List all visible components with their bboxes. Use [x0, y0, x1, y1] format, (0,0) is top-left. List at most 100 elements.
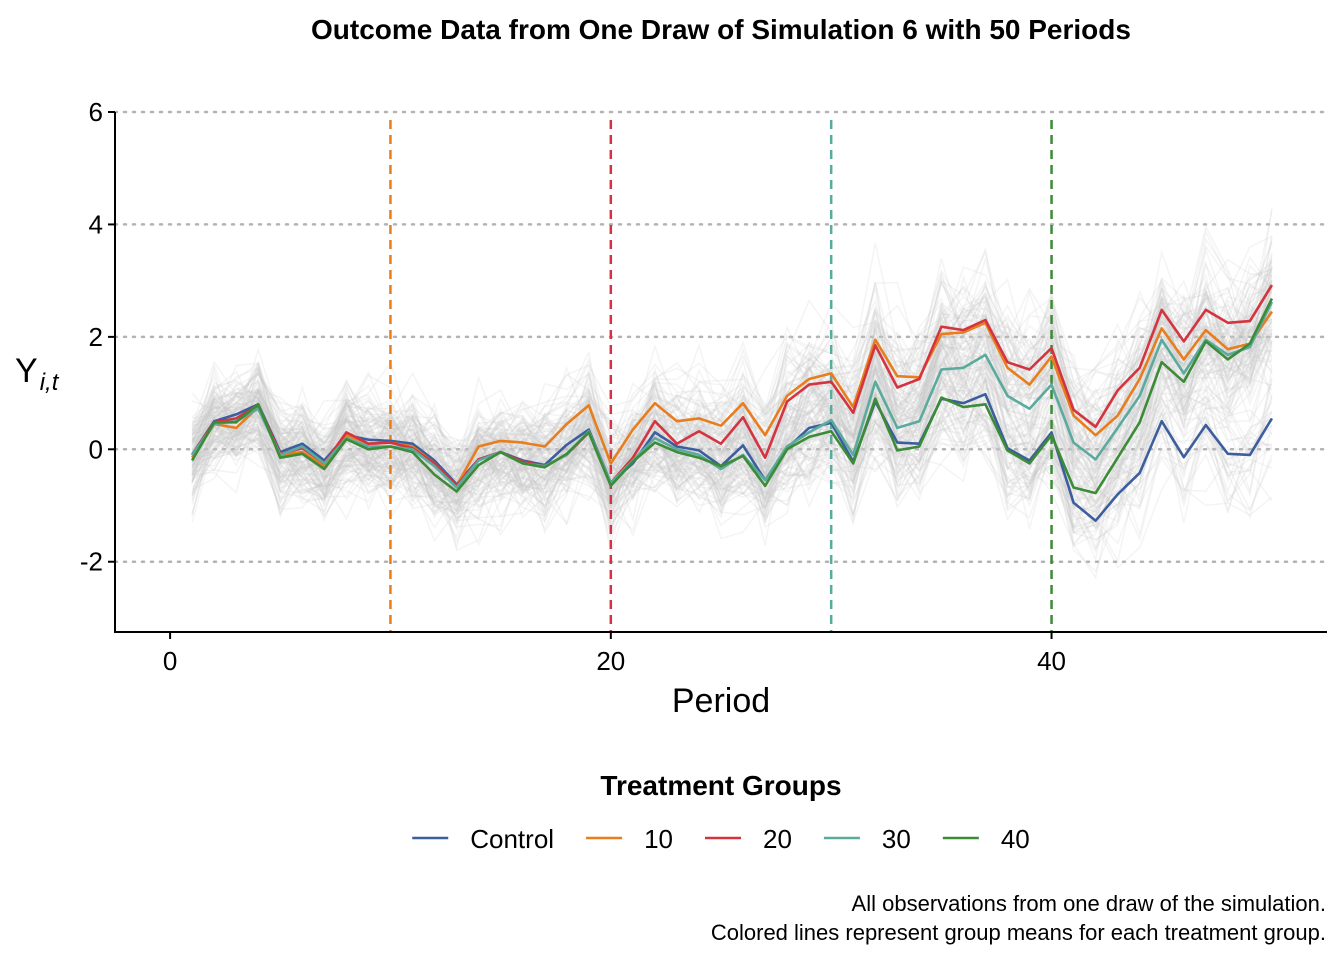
- observation-line: [191, 283, 1273, 495]
- x-tick-label: 40: [1037, 646, 1066, 676]
- observation-line: [191, 305, 1273, 517]
- observation-line: [191, 264, 1273, 482]
- observation-line: [191, 335, 1273, 520]
- observation-line: [191, 311, 1273, 498]
- y-gridlines: [113, 110, 1329, 563]
- observation-line: [191, 339, 1273, 510]
- observation-line: [191, 388, 1273, 542]
- legend-title: Treatment Groups: [600, 770, 841, 801]
- observation-line: [191, 235, 1273, 488]
- observation-line: [191, 351, 1273, 509]
- legend-label: 30: [882, 824, 911, 854]
- observation-line: [191, 254, 1273, 474]
- observation-line: [191, 310, 1273, 524]
- observation-line: [191, 266, 1273, 531]
- y-tick-label: 4: [89, 209, 103, 239]
- observation-line: [191, 296, 1273, 495]
- series-line-40: [190, 298, 1274, 495]
- individual-observation-lines: [191, 207, 1273, 580]
- observation-line: [191, 329, 1272, 540]
- observation-line: [191, 307, 1273, 504]
- observation-line: [191, 255, 1273, 490]
- y-tick-label: -2: [80, 547, 103, 577]
- observation-line: [191, 289, 1272, 516]
- observation-line: [191, 284, 1273, 531]
- observation-line: [191, 245, 1273, 504]
- y-axis-title-main: Y: [15, 352, 38, 390]
- observation-line: [191, 369, 1273, 550]
- observation-line: [191, 268, 1273, 478]
- observation-line: [191, 274, 1273, 502]
- observation-line: [191, 377, 1273, 530]
- observation-line: [191, 278, 1273, 471]
- legend-label: 10: [644, 824, 673, 854]
- observation-line: [191, 318, 1273, 530]
- observation-line: [191, 261, 1273, 517]
- y-tick-label: 0: [89, 434, 103, 464]
- observation-line: [191, 352, 1273, 523]
- observation-line: [191, 271, 1273, 522]
- observation-line: [191, 274, 1273, 497]
- observation-line: [191, 335, 1273, 512]
- observation-line: [191, 317, 1273, 515]
- legend-label: 20: [763, 824, 792, 854]
- observation-line: [191, 290, 1273, 534]
- observation-line: [191, 278, 1273, 529]
- x-axis-ticks: 0 20 40: [163, 632, 1066, 676]
- series-line-control: [191, 392, 1274, 523]
- observation-line: [191, 297, 1273, 478]
- observation-line: [191, 224, 1273, 503]
- y-axis-title-subscript: i,t: [40, 369, 60, 396]
- observation-line: [191, 362, 1273, 563]
- observation-line: [191, 352, 1273, 573]
- observation-line: [191, 330, 1273, 507]
- observation-line: [191, 348, 1273, 533]
- observation-line: [191, 329, 1273, 496]
- observation-line: [192, 393, 1273, 580]
- observation-line: [191, 280, 1273, 523]
- observation-line: [191, 378, 1273, 564]
- observation-line: [191, 275, 1273, 513]
- chart-title: Outcome Data from One Draw of Simulation…: [311, 14, 1131, 45]
- observation-line: [191, 302, 1273, 499]
- observation-line: [191, 335, 1273, 516]
- observation-line: [191, 235, 1273, 459]
- observation-line: [191, 304, 1273, 510]
- y-axis-title: Yi,t: [15, 352, 60, 396]
- y-tick-label: 2: [89, 322, 103, 352]
- observation-line: [191, 338, 1273, 543]
- observation-line: [191, 301, 1273, 523]
- observation-line: [191, 341, 1273, 512]
- observation-line: [191, 249, 1272, 447]
- group-mean-lines: [190, 284, 1274, 523]
- observation-line: [191, 378, 1273, 546]
- x-tick-label: 0: [163, 646, 177, 676]
- observation-line: [191, 332, 1273, 551]
- observation-line: [191, 304, 1273, 490]
- observation-line: [191, 365, 1273, 508]
- caption-line-1: All observations from one draw of the si…: [852, 891, 1326, 916]
- observation-line: [191, 279, 1273, 519]
- x-axis-title: Period: [672, 682, 770, 720]
- observation-line: [191, 315, 1272, 507]
- observation-line: [191, 262, 1273, 504]
- observation-line: [191, 374, 1273, 545]
- observation-line: [191, 420, 1273, 542]
- observation-line: [191, 263, 1273, 487]
- observation-line: [191, 299, 1273, 495]
- observation-line: [191, 378, 1273, 570]
- legend-label: Control: [470, 824, 554, 854]
- observation-line: [191, 273, 1273, 498]
- observation-line: [191, 259, 1273, 486]
- observation-line: [191, 399, 1273, 517]
- observation-line: [191, 268, 1273, 504]
- observation-line: [191, 287, 1273, 517]
- observation-line: [191, 295, 1273, 472]
- observation-line: [191, 244, 1273, 488]
- observation-line: [191, 289, 1273, 536]
- observation-line: [191, 344, 1273, 547]
- observation-line: [191, 285, 1273, 546]
- y-axis-ticks: 6 4 2 0 -2: [80, 97, 115, 577]
- legend: Control 10 20 30 40: [412, 824, 1030, 854]
